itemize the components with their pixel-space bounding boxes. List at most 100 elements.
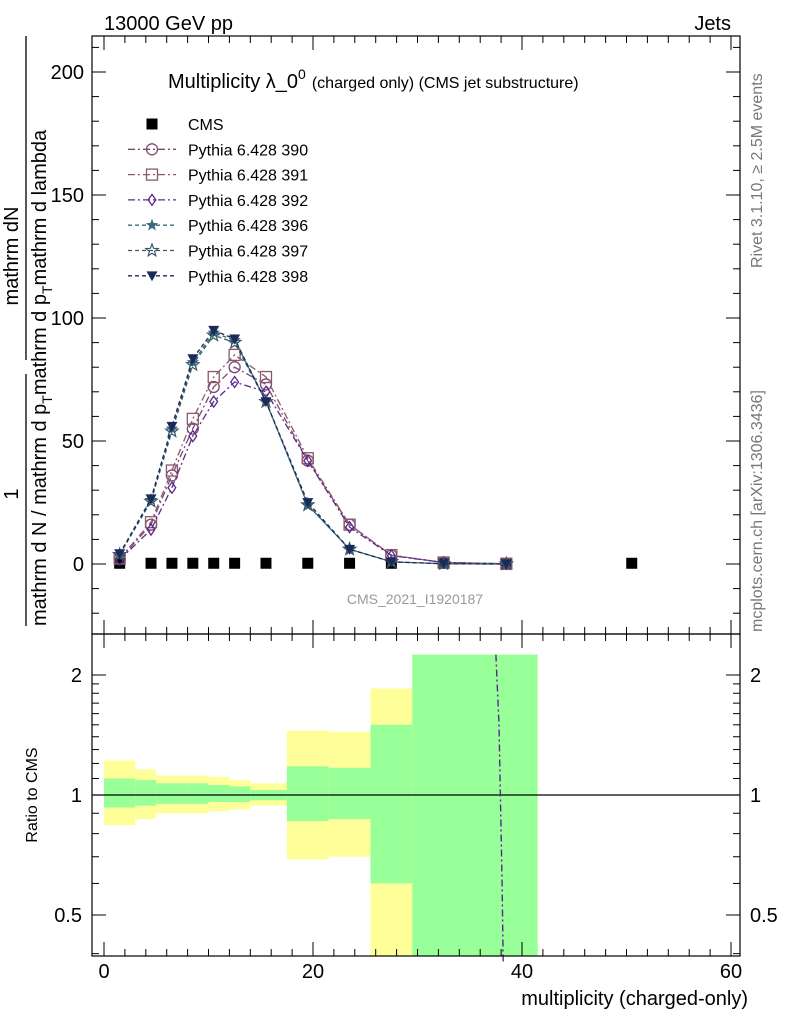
series-5-point (185, 356, 201, 372)
ylabel-tail2-text: mathrm d lambda (29, 129, 51, 285)
ratio-series-line-0 (495, 654, 504, 963)
title-main: Multiplicity λ_0 (168, 71, 298, 93)
ratio-xtick-label: 40 (511, 961, 533, 983)
ylabel-bottom-sub: T (39, 395, 55, 404)
main-ytick-label: 50 (62, 431, 84, 453)
analysis-id: CMS_2021_I1920187 (347, 591, 483, 607)
series-2 (113, 348, 513, 570)
series-0-point (302, 557, 314, 569)
series-3-point (303, 454, 313, 468)
chart-title: Multiplicity λ_00 (charged only) (CMS jet… (168, 66, 579, 93)
series-5-point (205, 327, 222, 342)
series-3-point (229, 375, 240, 389)
series-6-point (145, 494, 157, 505)
series-3-point (209, 395, 219, 409)
ratio-xlabel: multiplicity (charged-only) (521, 988, 748, 1010)
series-0-point (229, 557, 241, 569)
series-0-point (260, 557, 272, 569)
series-1-point (259, 378, 273, 391)
title-suffix: (charged only) (CMS jet substructure) (312, 75, 579, 92)
series-0-point (208, 557, 220, 569)
legend-label-0: CMS (188, 117, 224, 134)
series-3 (115, 375, 511, 571)
ratio-band-green-3 (187, 783, 209, 804)
series-0 (114, 557, 638, 569)
series-line-3 (119, 381, 507, 565)
series-2-point (259, 370, 273, 384)
legend-label-6: Pythia 6.428 398 (188, 269, 308, 286)
ratio-axis-ticks: 0.5 0.51 12 20 20 40 60 (54, 634, 778, 983)
mcplots-label: mcplots.cern.ch [arXiv:1306.3436] (749, 390, 766, 632)
series-6 (114, 325, 512, 570)
ratio-ytick-label-right: 1 (750, 785, 761, 807)
series-6-point (385, 557, 397, 568)
legend-label-4: Pythia 6.428 396 (188, 218, 308, 235)
ylabel-dN: mathrm dN (1, 207, 23, 306)
rivet-label: Rivet 3.1.10, ≥ 2.5M events (749, 73, 766, 268)
main-series-layer (111, 325, 638, 571)
series-0-point (114, 557, 126, 569)
ratio-band-green-8 (328, 767, 371, 820)
ylabel-denominator-a: mathrm d N / mathrm d pTmathrm d pTmathr… (29, 129, 55, 626)
series-2-point (165, 464, 179, 477)
legend-marker-0 (146, 118, 158, 130)
series-1-point (186, 422, 199, 435)
ylabel-tail-text: mathrm d p (29, 294, 51, 395)
series-2-point (301, 452, 314, 465)
ratio-ytick-label-left: 1 (71, 785, 82, 807)
series-line-4 (119, 332, 507, 565)
ratio-band-green-0 (104, 778, 136, 808)
main-ylabel: 1 mathrm dN mathrm d N / mathrm d pTmath… (1, 36, 55, 626)
series-1-point (228, 361, 241, 374)
series-6-point (438, 559, 450, 570)
series-5-point (226, 334, 243, 350)
main-ytick-label: 100 (51, 308, 84, 330)
legend-label-2: Pythia 6.428 391 (188, 168, 308, 185)
series-4 (113, 326, 513, 570)
legend-marker-6 (146, 271, 158, 282)
main-axis-ticks: 0 50 100 150 200 (51, 36, 740, 634)
ratio-band-green-10 (412, 654, 538, 956)
main-ytick-label: 150 (51, 185, 84, 207)
legend-marker-5 (144, 242, 160, 258)
series-2-point (343, 518, 356, 531)
legend-marker-1 (145, 143, 159, 156)
series-0-point (166, 557, 178, 569)
legend: CMS Pythia 6.428 390 Pythia 6.428 391 Pythi… (128, 117, 308, 286)
series-6-point (187, 354, 199, 365)
ratio-band-green-9 (370, 724, 413, 884)
series-6-point (229, 334, 241, 345)
series-line-5 (119, 334, 507, 565)
series-3-point (188, 429, 198, 443)
ylabel-numerator: 1 (1, 488, 23, 499)
title-superscript: 0 (298, 66, 306, 82)
series-6-point (500, 559, 512, 570)
series-0-point (145, 557, 157, 569)
process-label: Jets (694, 13, 731, 35)
series-3-point (146, 522, 156, 537)
ratio-bands-layer (92, 654, 740, 956)
series-0-point (344, 557, 356, 569)
legend-marker-2 (145, 168, 159, 181)
main-ytick-label: 200 (51, 62, 84, 84)
series-2-point (144, 516, 158, 529)
series-6-point (344, 544, 356, 555)
legend-label-3: Pythia 6.428 392 (188, 193, 308, 210)
ylabel-tail-sub: T (39, 285, 55, 294)
legend-marker-3 (147, 193, 157, 207)
ratio-band-green-4 (208, 784, 230, 803)
ratio-ytick-label-right: 2 (750, 665, 761, 687)
series-2-point (186, 412, 199, 426)
legend-label-5: Pythia 6.428 397 (188, 244, 308, 261)
series-0-point (626, 557, 638, 569)
series-5 (111, 327, 515, 571)
series-6-point (114, 549, 126, 560)
series-3-point (344, 520, 355, 534)
ratio-xtick-label: 0 (98, 961, 109, 983)
ratio-band-green-5 (229, 786, 251, 803)
series-6-point (260, 397, 272, 408)
ratio-xtick-label: 60 (720, 961, 742, 983)
series-6-point (166, 421, 178, 432)
ratio-ylabel: Ratio to CMS (24, 747, 41, 842)
